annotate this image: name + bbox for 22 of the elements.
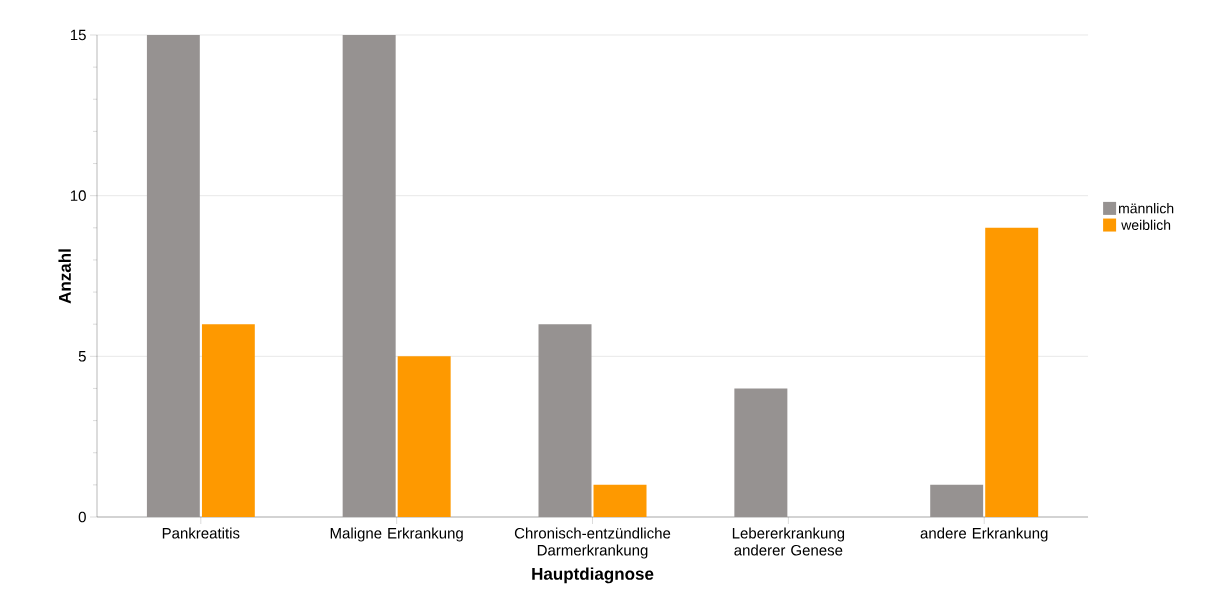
y-tick-label: 10 — [70, 190, 86, 201]
x-tick-label: Lebererkrankung anderer Genese — [732, 527, 845, 556]
bar — [146, 35, 200, 517]
bar — [397, 356, 451, 517]
legend-label: weiblich — [1121, 219, 1171, 231]
x-axis-title: Hauptdiagnose — [532, 567, 654, 584]
x-tick-label: Maligne Erkrankung — [330, 527, 463, 542]
bar — [342, 35, 396, 517]
legend-label: männlich — [1119, 203, 1174, 214]
y-tick-label: 0 — [78, 511, 86, 523]
y-axis-title: Anzahl — [58, 249, 71, 304]
x-tick-label: Pankreatitis — [162, 527, 240, 539]
bar — [930, 484, 984, 517]
y-tick-label: 15 — [70, 29, 86, 41]
x-tick-label: andere Erkrankung — [920, 527, 1048, 542]
bar — [538, 324, 592, 517]
bar — [201, 324, 255, 517]
bar — [985, 227, 1039, 517]
y-tick-label: 5 — [78, 351, 86, 362]
bar — [593, 484, 647, 517]
bar — [734, 388, 788, 517]
x-tick-label: Chronisch-entzündliche Darmerkrankung — [514, 527, 671, 559]
